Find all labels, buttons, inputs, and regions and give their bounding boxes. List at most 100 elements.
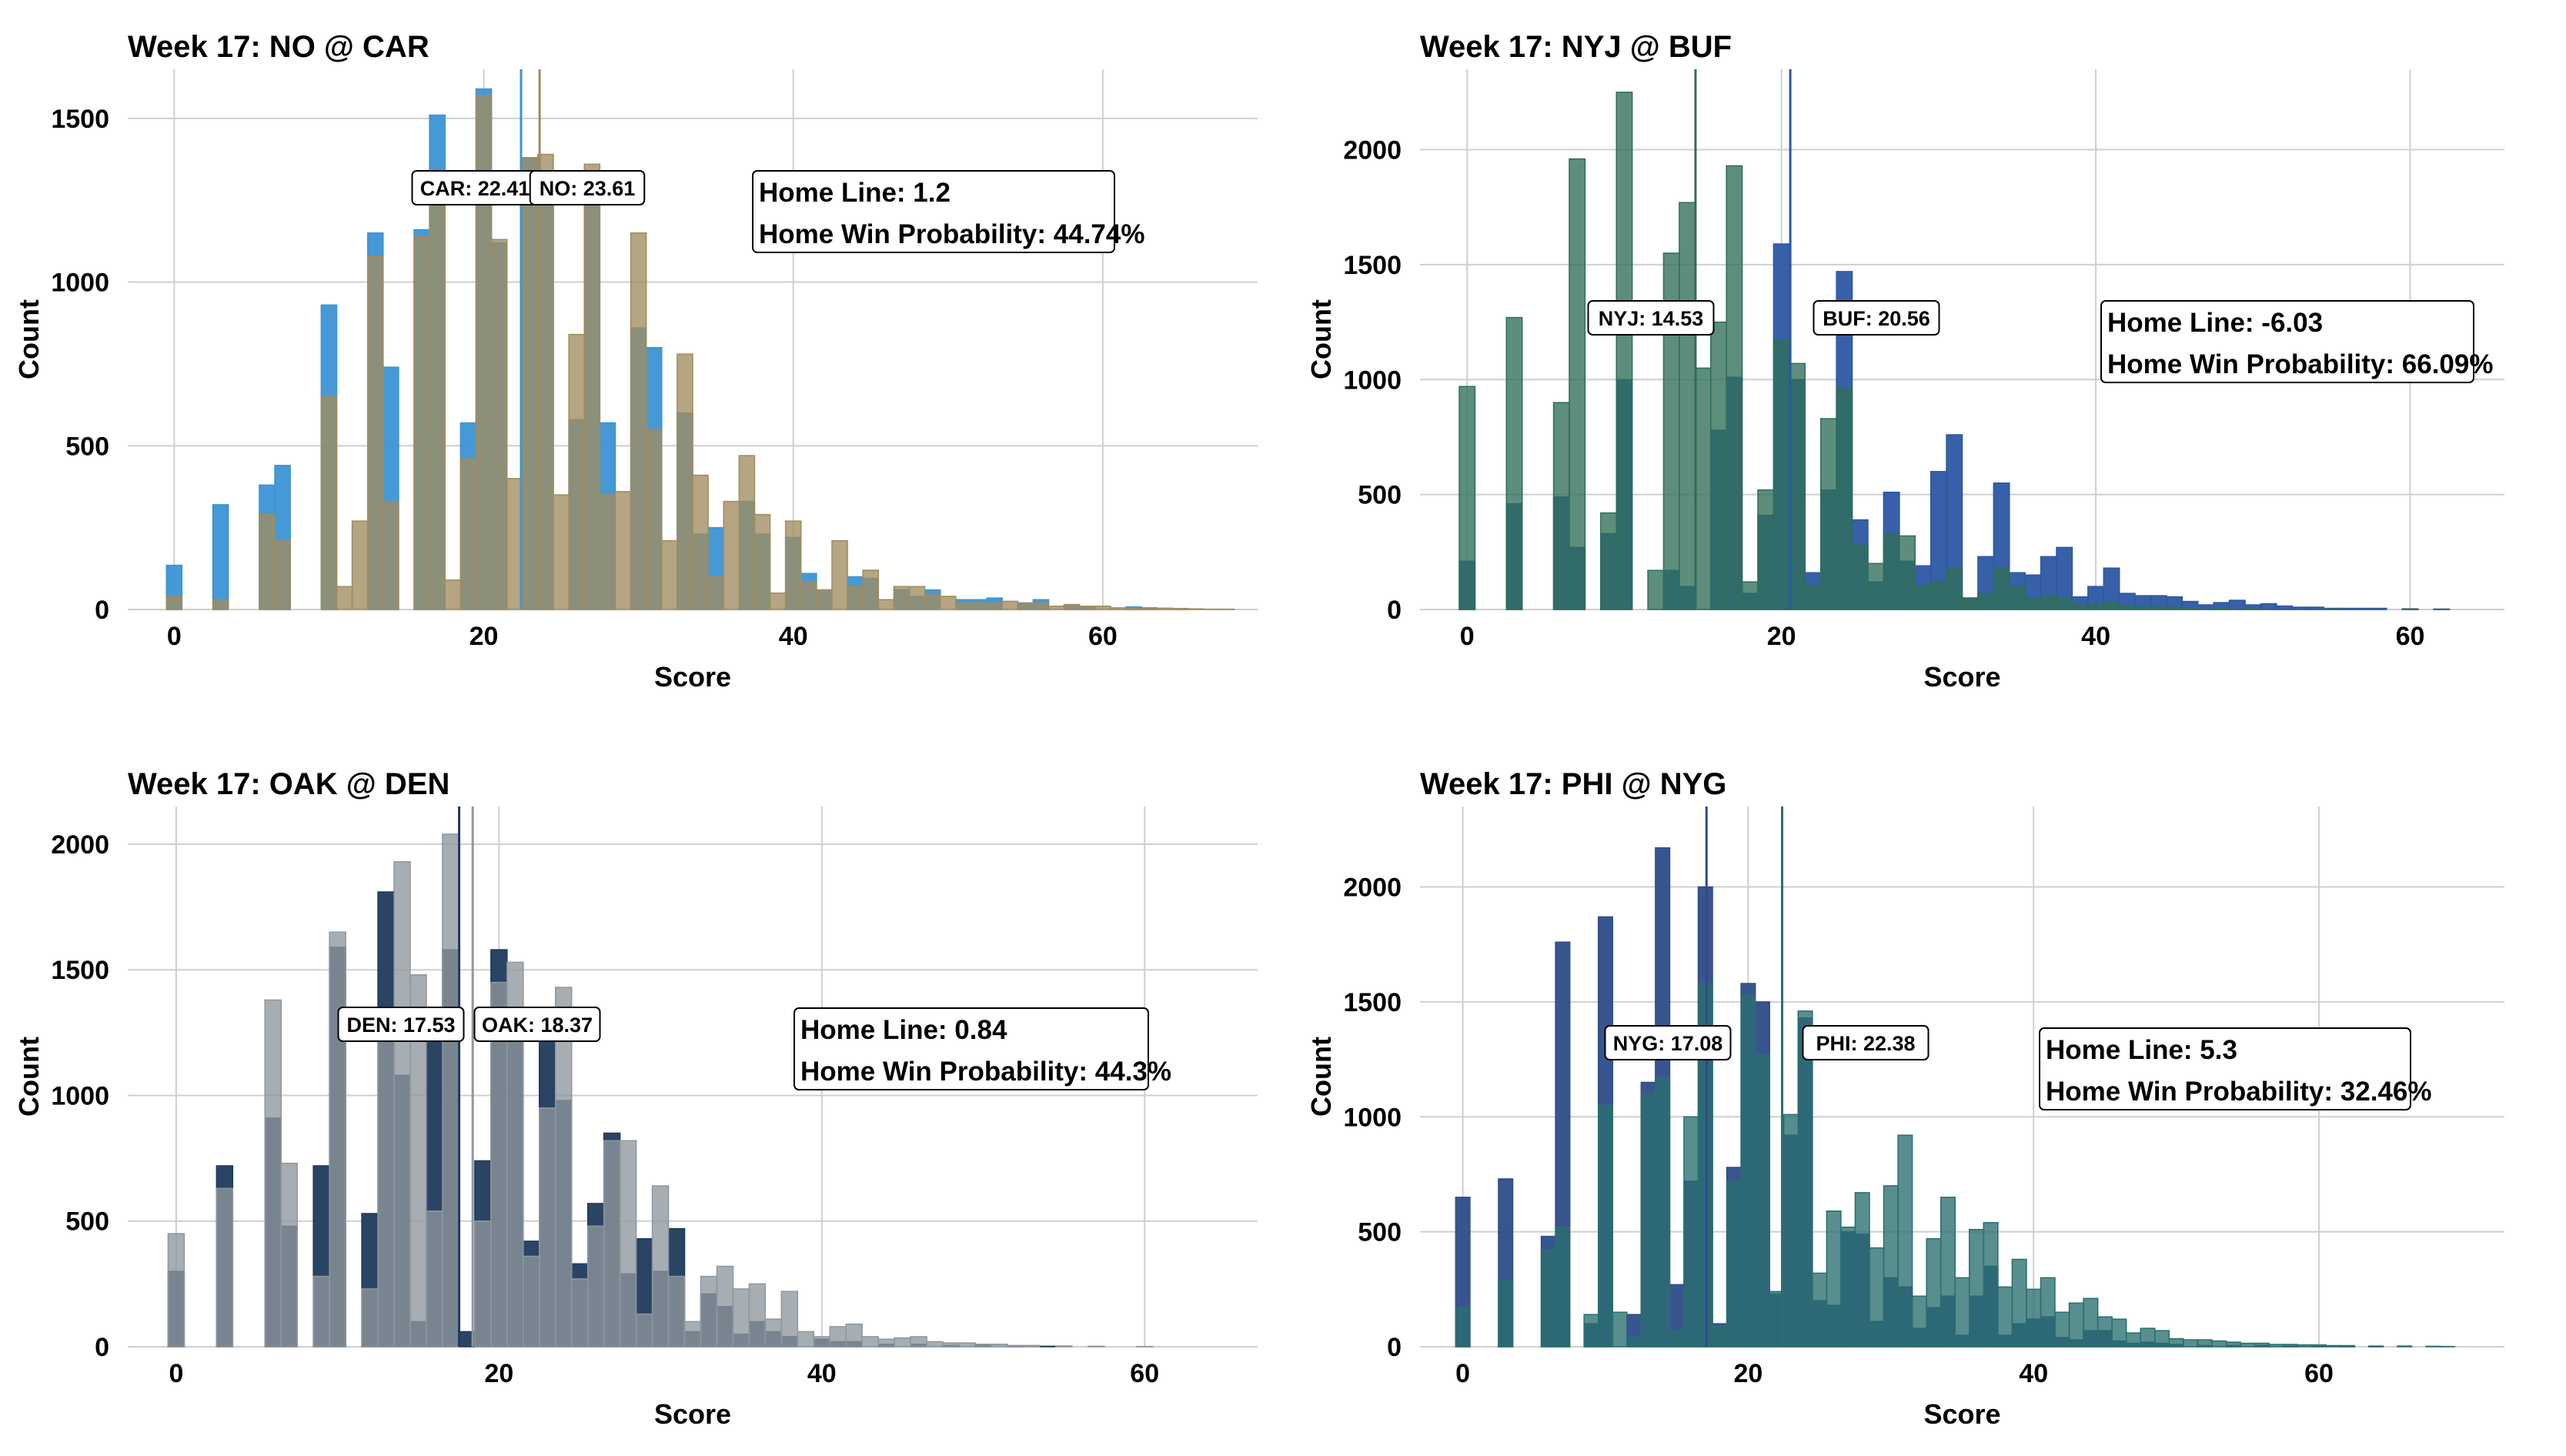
histogram-bar bbox=[692, 474, 709, 610]
histogram-bar bbox=[523, 1255, 540, 1347]
histogram-bar bbox=[1911, 1295, 1927, 1347]
histogram-bar bbox=[2068, 1302, 2084, 1347]
histogram-bar bbox=[748, 1283, 767, 1347]
chart-panel-4: 0 20 40 60 0 500 1000 1500 2000 Score Count Week 17… bbox=[1305, 767, 2504, 1430]
y-tick-label: 2000 bbox=[51, 830, 109, 860]
histogram-bar bbox=[769, 592, 787, 610]
histogram-bar bbox=[1836, 388, 1853, 610]
histogram-bar bbox=[986, 602, 1003, 610]
x-tick-label: 0 bbox=[1455, 1359, 1470, 1388]
histogram-bar bbox=[2087, 604, 2105, 610]
home-line-text: Home Line: -6.03 bbox=[2107, 308, 2323, 338]
histogram-bar bbox=[1710, 321, 1727, 610]
y-tick-label: 2000 bbox=[1343, 136, 1402, 165]
histogram-bar bbox=[780, 1291, 799, 1347]
histogram-bar bbox=[1583, 1314, 1599, 1347]
histogram-bar bbox=[1783, 1114, 1799, 1347]
histogram-bar bbox=[2071, 604, 2089, 610]
histogram-bar bbox=[329, 931, 346, 1347]
histogram-bar bbox=[2118, 605, 2136, 610]
x-axis-label: Score bbox=[654, 1398, 731, 1430]
histogram-bar bbox=[2011, 1258, 2027, 1347]
histogram-bar bbox=[2325, 1344, 2341, 1347]
histogram-bar bbox=[2040, 595, 2057, 610]
histogram-bar bbox=[894, 1337, 911, 1347]
histogram-bar bbox=[2368, 1345, 2384, 1347]
histogram-bar bbox=[1655, 1077, 1671, 1347]
histogram-bar bbox=[1063, 603, 1081, 610]
mean-label-box bbox=[1802, 1025, 1930, 1060]
y-tick-label: 1000 bbox=[1343, 366, 1402, 395]
y-tick-label: 1500 bbox=[51, 105, 109, 134]
info-box bbox=[2100, 300, 2474, 383]
histogram-bar bbox=[1851, 544, 1869, 610]
histogram-bar bbox=[490, 239, 508, 610]
histogram-bar bbox=[661, 539, 678, 610]
histogram-bar bbox=[1797, 1010, 1813, 1347]
histogram-bar bbox=[651, 1185, 670, 1347]
histogram-bar bbox=[813, 1336, 831, 1347]
mean-label: OAK: 18.37 bbox=[482, 1014, 593, 1037]
histogram-bar bbox=[893, 586, 910, 610]
x-axis-label: Score bbox=[1923, 1398, 2000, 1430]
chart-panel-1: 0 20 40 60 0 500 1000 1500 Score Count Week 17: NO… bbox=[13, 30, 1258, 693]
histogram-bar bbox=[1757, 489, 1775, 610]
histogram-bar bbox=[599, 494, 616, 610]
histogram-bar bbox=[1694, 367, 1712, 610]
histogram-bar bbox=[614, 491, 632, 610]
histogram-bar bbox=[2054, 1311, 2070, 1347]
chart-panel-3: 0 20 40 60 0 500 1000 1500 2000 Score Count Week 17… bbox=[13, 767, 1258, 1430]
histogram-series-2 bbox=[1458, 92, 2451, 610]
histogram-bar bbox=[312, 1275, 330, 1347]
histogram-bar bbox=[1600, 512, 1618, 610]
histogram-bar bbox=[1647, 569, 1665, 610]
y-tick-label: 1500 bbox=[51, 956, 109, 985]
chart-title: Week 17: OAK @ DEN bbox=[128, 767, 449, 801]
y-tick-label: 1500 bbox=[1343, 251, 1402, 280]
histogram-bar bbox=[1789, 362, 1806, 610]
histogram-bar bbox=[1977, 593, 1995, 610]
histogram-bar bbox=[1712, 1325, 1728, 1347]
x-tick-label: 40 bbox=[2019, 1359, 2048, 1388]
y-tick-label: 500 bbox=[65, 1207, 109, 1237]
histogram-bar bbox=[753, 513, 771, 610]
histogram-bar bbox=[336, 586, 353, 610]
histogram-bar bbox=[1997, 1286, 2013, 1347]
mean-label: NYJ: 14.53 bbox=[1599, 307, 1704, 330]
histogram-bar bbox=[409, 974, 427, 1347]
histogram-bar bbox=[1969, 1228, 1985, 1347]
y-axis-label: Count bbox=[1305, 299, 1337, 379]
y-tick-label: 500 bbox=[1358, 481, 1402, 510]
histogram-bar bbox=[738, 455, 756, 610]
histogram-bar bbox=[413, 235, 430, 610]
histogram-bar bbox=[2154, 1330, 2170, 1347]
histogram-bar bbox=[2340, 1344, 2356, 1347]
histogram-bar bbox=[212, 599, 229, 610]
histogram-bar bbox=[683, 1321, 702, 1347]
histogram-bar bbox=[2260, 603, 2277, 610]
mean-label: NYG: 17.08 bbox=[1613, 1032, 1723, 1055]
histogram-bar bbox=[2268, 1344, 2284, 1347]
histogram-bar bbox=[568, 333, 585, 610]
mean-label-box bbox=[1813, 300, 1940, 336]
histogram-bar bbox=[1961, 597, 1979, 610]
histogram-bar bbox=[971, 602, 987, 610]
histogram-bar bbox=[1141, 607, 1158, 610]
histogram-bar bbox=[1156, 607, 1174, 610]
histogram-bar bbox=[474, 1220, 492, 1347]
histogram-bar bbox=[583, 163, 601, 610]
y-tick-label: 0 bbox=[1387, 596, 1402, 625]
y-tick-label: 0 bbox=[95, 1333, 109, 1362]
histogram-bar bbox=[2307, 606, 2324, 610]
histogram-bar bbox=[1826, 1211, 1842, 1347]
y-tick-label: 500 bbox=[65, 432, 109, 461]
y-tick-label: 1000 bbox=[51, 1081, 109, 1110]
histogram-bar bbox=[1007, 1344, 1024, 1347]
histogram-bar bbox=[1498, 1279, 1514, 1347]
histogram-bar bbox=[320, 396, 338, 610]
histogram-bar bbox=[1772, 339, 1790, 610]
x-tick-label: 0 bbox=[169, 1359, 183, 1388]
mean-label-box bbox=[1587, 300, 1715, 336]
histogram-bar bbox=[553, 494, 570, 610]
histogram-bar bbox=[1930, 581, 1947, 610]
